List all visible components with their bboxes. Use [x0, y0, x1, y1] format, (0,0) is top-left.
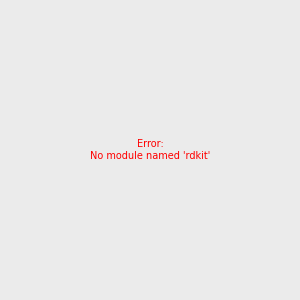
- Text: Error:
No module named 'rdkit': Error: No module named 'rdkit': [90, 139, 210, 161]
